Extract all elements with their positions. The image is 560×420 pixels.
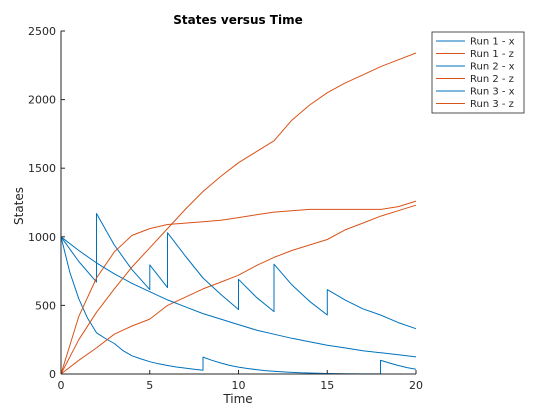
legend-label-2: Run 1 - z — [470, 49, 514, 60]
legend-box — [431, 31, 525, 114]
series-line-6 — [60, 52, 417, 375]
axes-layer: 0 5 10 15 20 0 500 1000 1500 2000 2500 — [28, 25, 423, 392]
x-tick-label: 20 — [409, 379, 423, 392]
y-tick-label: 500 — [35, 299, 56, 312]
y-tick-label: 0 — [49, 368, 56, 381]
y-tick-label: 1500 — [28, 162, 56, 175]
series-line-4 — [60, 200, 417, 375]
x-tick-label: 5 — [146, 379, 153, 392]
legend-label-5: Run 3 - x — [470, 87, 515, 98]
x-tick-label: 15 — [320, 379, 334, 392]
x-tick-label: 0 — [58, 379, 65, 392]
legend-label-3: Run 2 - x — [470, 62, 515, 73]
legend-label-6: Run 3 - z — [470, 99, 514, 110]
x-axis-label: Time — [222, 392, 252, 406]
y-axis-label: States — [12, 187, 26, 225]
legend-label-1: Run 1 - x — [470, 37, 515, 48]
series-line-5 — [60, 236, 417, 358]
plot-area — [61, 31, 416, 374]
plot-background — [61, 31, 416, 374]
y-tick-label: 2000 — [28, 94, 56, 107]
y-tick-label: 2500 — [28, 25, 56, 38]
series-line-2 — [60, 204, 417, 375]
x-tick-label: 10 — [232, 379, 246, 392]
chart-title: States versus Time — [173, 13, 303, 27]
legend-label-4: Run 2 - z — [470, 74, 514, 85]
series-line-3 — [60, 213, 417, 330]
y-tick-label: 1000 — [28, 231, 56, 244]
